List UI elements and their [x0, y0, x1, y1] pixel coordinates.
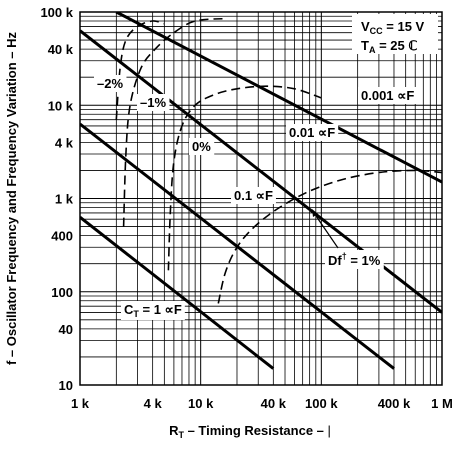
label-var-df: Df† = 1% [325, 250, 384, 269]
y-tick-label: 10 k [48, 98, 74, 113]
df-leader-arrow [312, 209, 318, 217]
x-tick-label: 100 k [305, 396, 338, 411]
label-var-minus1-part: –1% [140, 95, 166, 110]
y-tick-label: 400 [51, 229, 73, 244]
x-tick-label: 40 k [261, 396, 287, 411]
conditions-bg [352, 14, 438, 54]
label-var-0-text: 0% [192, 139, 211, 154]
variation-curve [115, 20, 165, 120]
condition-ta-part: A [369, 45, 376, 55]
condition-ta-part: = 25 [375, 38, 408, 53]
x-axis-title-part: T [178, 430, 184, 440]
label-cap-0001: 0.001 ∝F [358, 87, 418, 104]
label-cap-001-text: 0.01 ∝F [289, 125, 335, 140]
label-cap-01: 0.1 ∝F [231, 187, 276, 204]
label-cap-001-bg [286, 124, 339, 141]
condition-ta: TA = 25 ℂ [361, 38, 417, 55]
condition-ta-part: T [361, 38, 369, 53]
label-cap-1: CT = 1 ∝F [121, 301, 185, 320]
variation-curve [167, 85, 322, 271]
label-var-minus2: –2% [94, 75, 127, 92]
label-var-df-text: Df† = 1% [328, 251, 381, 268]
label-cap-01-bg [231, 187, 276, 204]
label-cap-001: 0.01 ∝F [286, 124, 339, 141]
label-var-0: 0% [189, 138, 215, 155]
condition-vcc: VCC = 15 V [361, 19, 425, 36]
label-cap-1-part: = 1 ∝F [139, 302, 182, 317]
x-tick-label: 10 k [188, 396, 214, 411]
conditions-box: VCC = 15 V TA = 25 ℂ [352, 14, 438, 55]
y-tick-label: 100 [51, 285, 73, 300]
y-tick-label: 40 k [48, 42, 74, 57]
y-tick-label: 40 [59, 322, 73, 337]
label-cap-1-text: CT = 1 ∝F [124, 302, 182, 319]
label-var-df-part: = 1% [347, 253, 381, 268]
label-cap-01-part: 0.1 ∝F [234, 188, 273, 203]
variation-curve [122, 17, 226, 227]
condition-vcc-part: CC [370, 26, 383, 36]
x-axis-title-part: – Timing Resistance – [184, 423, 328, 438]
df-leader-line [313, 212, 339, 249]
grid [80, 12, 442, 385]
label-cap-0001-text: 0.001 ∝F [361, 88, 414, 103]
x-tick-label: 1 M [431, 396, 453, 411]
variation-curve [217, 169, 442, 304]
x-axis-title-part: | [328, 423, 331, 438]
label-cap-001-part: 0.01 ∝F [289, 125, 335, 140]
variation-curves [115, 17, 442, 304]
label-cap-1-part: C [124, 302, 134, 317]
capacitor-line [80, 29, 442, 314]
x-tick-label: 400 k [378, 396, 411, 411]
label-var-minus1: –1% [137, 94, 170, 111]
label-cap-01-text: 0.1 ∝F [234, 188, 273, 203]
y-tick-label: 10 [59, 378, 73, 393]
label-var-0-bg [189, 138, 215, 155]
label-var-minus1-text: –1% [140, 95, 166, 110]
y-tick-label: 100 k [40, 5, 73, 20]
label-var-df-part: Df [328, 253, 342, 268]
label-cap-1-bg [121, 301, 185, 320]
x-tick-label: 4 k [144, 396, 163, 411]
label-var-minus2-part: –2% [97, 76, 123, 91]
y-tick-label: 1 k [55, 192, 74, 207]
x-axis-title-part: R [169, 423, 179, 438]
condition-vcc-part: = 15 V [383, 19, 425, 34]
label-cap-0001-part: 0.001 ∝F [361, 88, 414, 103]
label-var-minus1-bg [137, 94, 170, 111]
label-var-df-part: † [342, 251, 347, 261]
label-var-0-part: 0% [192, 139, 211, 154]
capacitor-line [80, 216, 275, 370]
label-cap-1-part: T [133, 309, 139, 319]
y-axis-title: f – Oscillator Frequency and Frequency V… [4, 31, 19, 365]
label-cap-0001-bg [358, 87, 418, 104]
plot-border [79, 11, 443, 386]
x-axis-title: RT – Timing Resistance – | [169, 423, 331, 440]
capacitor-line [115, 12, 442, 184]
label-var-minus2-text: –2% [97, 76, 123, 91]
condition-ta-part: ℂ [408, 38, 417, 53]
label-var-df-bg [325, 250, 384, 269]
y-tick-label: 4 k [55, 135, 74, 150]
x-tick-label: 1 k [71, 396, 90, 411]
label-var-minus2-bg [94, 75, 127, 92]
condition-vcc-part: V [361, 19, 370, 34]
